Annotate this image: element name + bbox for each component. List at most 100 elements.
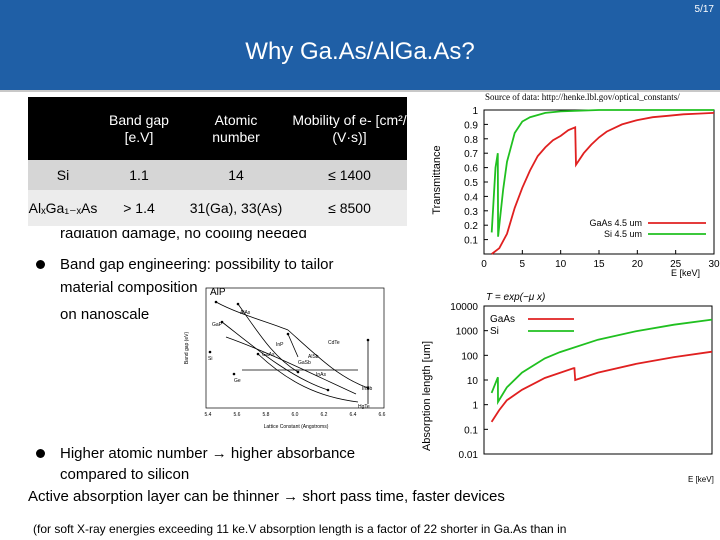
y-tick-label: 100 [461,351,478,362]
table-header-cell: Mobility of e- [cm²/ (V·s)] [292,97,407,160]
alloy-curve [287,333,299,358]
material-point [326,388,330,392]
y-tick-label: 0.5 [464,178,478,189]
absorption-xlabel: E [keV] [688,475,714,484]
material-point [286,332,290,336]
y-tick-label: 1000 [456,327,479,338]
table-cell: > 1.4 [123,199,155,216]
partially-hidden-text: radiation damage, no cooling needed [60,230,307,242]
material-label: InP [276,342,284,348]
alloy-curve [215,301,289,331]
material-label: InAs [316,372,327,378]
material-label: GaSb [298,360,311,366]
series-line [491,112,715,255]
material-label: HgTe [358,404,370,410]
legend-label: GaAs 4.5 um [589,218,642,228]
alloy-curves [215,301,369,404]
material-point [236,302,240,306]
y-tick-label: 0.1 [464,236,478,247]
legend-label: GaAs [490,314,515,325]
y-tick-label: 10000 [450,302,478,313]
material-point [208,350,212,354]
band-gap-line-3: on nanoscale [60,306,150,323]
material-point [366,338,370,342]
table-row: Si 1.1 14 ≤ 1400 [28,160,407,190]
material-point [232,372,236,376]
legend-label: Si 4.5 um [604,229,642,239]
x-tick-label: 15 [593,259,605,270]
diagram-frame [205,287,385,409]
y-tick-label: 1 [472,106,478,117]
material-point [296,370,300,374]
y-tick-label: 0.4 [464,192,478,203]
band-gap-line-2: material composition [60,279,198,296]
y-tick-label: 0.1 [464,425,478,436]
table-cell: Si [56,166,70,183]
material-point [366,386,370,390]
material-label: Ge [234,378,241,384]
table-header-cell: Atomic number [180,97,292,160]
table-cell: 14 [228,166,244,183]
y-tick-label: 0.6 [464,164,478,175]
x-tick-label: 25 [670,259,682,270]
x-tick-label: 0 [481,259,487,270]
y-tick-label: 0.01 [459,450,479,461]
bullet-dot [36,449,45,458]
diagram-xtick: 6.4 [350,412,357,418]
series-line [490,318,713,406]
partially-hidden-bullet: radiation damage, no cooling needed [60,230,307,245]
transmittance-chart: Transmittance E [keV] 0.1 0.2 0.3 0.4 0.5 0.6… [431,106,720,278]
legend-label: Si [490,326,499,337]
y-tick-label: 10 [467,376,479,387]
footnote: (for soft X-ray energies exceeding 11 ke… [33,522,567,536]
diagram-xtick: 5.6 [234,412,241,418]
table-cell: 31(Ga), 33(As) [189,199,283,216]
page-number: 5/17 [694,4,714,15]
absorption-ylabel: Absorption length [um] [421,341,433,451]
material-label: GaP [212,322,223,328]
y-tick-label: 0.3 [464,207,478,218]
y-tick-label: 0.2 [464,221,478,232]
y-tick-label: 0.7 [464,149,478,160]
table-cell: 1.1 [129,166,149,183]
table-row: AlₓGa₁₋ₓAs > 1.4 31(Ga), 33(As) ≤ 8500 [28,190,407,226]
table-cell: ≤ 1400 [328,166,371,183]
table-header-cell: Band gap [e.V] [98,97,180,160]
material-label: AlSb [308,354,319,360]
x-tick-label: 30 [708,259,720,270]
material-label: Si [208,356,212,362]
material-points [208,300,370,392]
alloy-curve [221,321,329,391]
transmittance-formula: T = exp(−μ x) [486,292,546,303]
absorption-length-chart: Absorption length [um] E [keV] 100001000… [421,302,714,484]
alloy-curve [287,329,369,389]
alloy-curve [257,353,359,403]
plot-frame [483,305,713,455]
table-cell: ≤ 8500 [328,199,371,216]
y-tick-label: 1 [472,401,478,412]
diagram-xtick: 6.0 [292,412,299,418]
x-tick-label: 10 [555,259,567,270]
x-tick-label: 20 [632,259,644,270]
diagram-xtick: 6.2 [321,412,328,418]
slide-header: 5/17 Why Ga.As/AlGa.As? [0,0,720,90]
material-label: AlAs [240,310,251,316]
transmittance-ylabel: Transmittance [431,145,443,214]
transmittance-xlabel: E [keV] [671,268,700,278]
diagram-xtick: 5.8 [263,412,270,418]
bullet-dot [36,260,45,269]
diagram-xlabel: Lattice Constant (Angstroms) [264,424,329,430]
material-label: CdTe [328,340,340,346]
table-header-cell [28,97,98,160]
lattice-constant-diagram: Band gap (eV) Lattice Constant (Angstrom… [184,287,386,430]
material-point [256,352,260,356]
series-line [490,109,714,237]
active-layer-line: Active absorption layer can be thinner →… [28,488,505,505]
alloy-curve [237,303,299,373]
x-tick-label: 5 [520,259,526,270]
material-label: AlP [210,287,226,298]
atomic-number-line-2: compared to silicon [60,466,190,483]
alloy-curve [225,336,357,395]
y-tick-label: 0.9 [464,120,478,131]
series-line [490,350,713,423]
